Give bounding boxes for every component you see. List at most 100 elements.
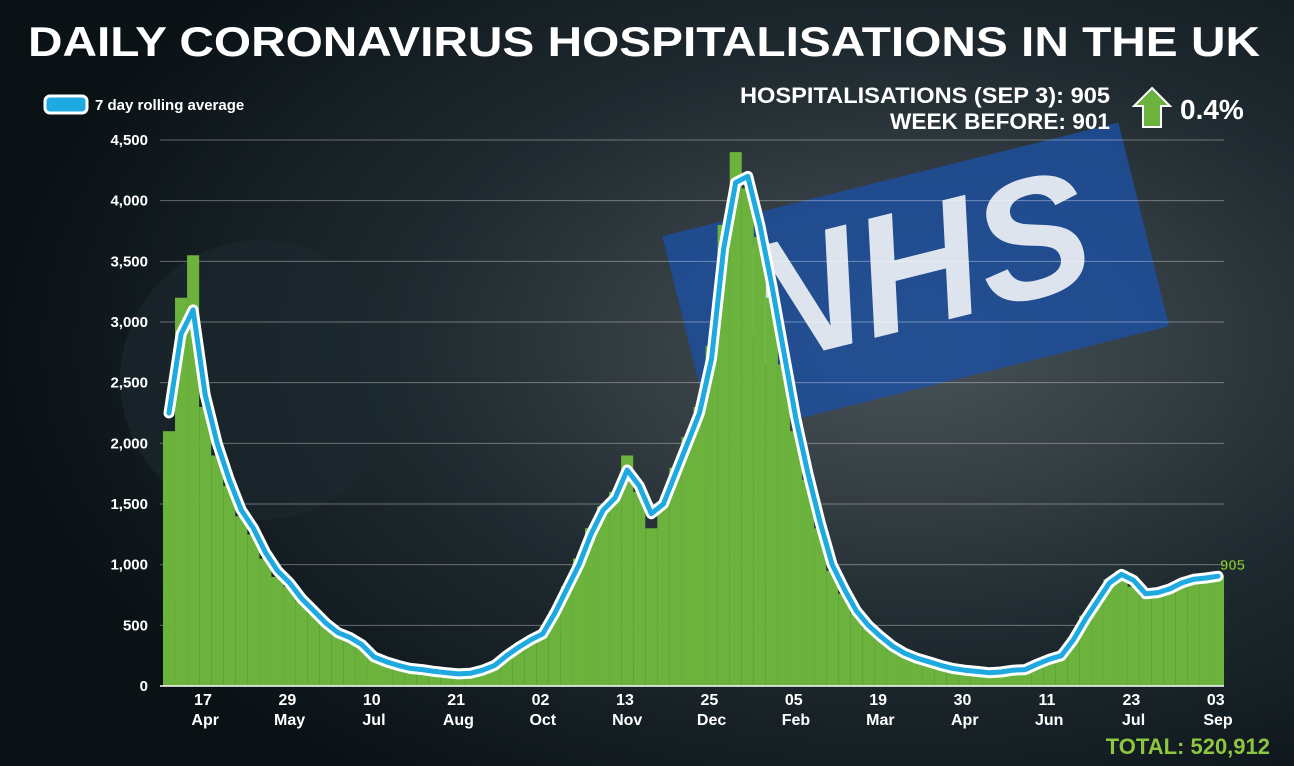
bar xyxy=(741,188,754,687)
x-tick-label: 03 Sep xyxy=(1203,692,1233,729)
end-label: 905 xyxy=(1220,557,1245,574)
up-arrow xyxy=(1131,86,1173,128)
x-tick-label-part: 10 xyxy=(363,692,385,709)
x-tick-label-part: Nov xyxy=(612,712,642,729)
bar xyxy=(162,431,176,686)
x-tick-label-part: 05 xyxy=(785,692,807,709)
bar xyxy=(1103,579,1116,686)
bar xyxy=(247,534,260,686)
bar xyxy=(753,237,766,687)
bar xyxy=(295,601,308,686)
bar xyxy=(850,613,863,686)
bar xyxy=(1199,576,1212,686)
x-tick-label-part: Aug xyxy=(443,712,474,729)
bar xyxy=(814,528,827,686)
legend-swatch xyxy=(43,94,89,115)
bar xyxy=(609,491,622,686)
x-tick-label-part: 02 xyxy=(532,692,554,709)
bar xyxy=(235,516,248,686)
bar xyxy=(621,455,634,686)
bar xyxy=(548,610,561,686)
x-tick-label-part: Sep xyxy=(1203,712,1233,729)
bar xyxy=(693,406,706,686)
bar xyxy=(765,297,778,686)
x-tick-label-part: 23 xyxy=(1122,692,1144,709)
x-tick-label-part: Apr xyxy=(191,712,219,729)
bar xyxy=(380,662,393,686)
bar xyxy=(1211,575,1225,686)
y-tick-label: 3,000 xyxy=(110,314,148,331)
bar xyxy=(838,593,851,686)
plot-area: 0 500 1,000 1,500 2,000 2,500 3,000 3,500 4,000 4… xyxy=(110,132,1245,729)
bar xyxy=(1115,570,1128,686)
bar xyxy=(645,528,658,686)
bar xyxy=(922,662,935,686)
stat-today: HOSPITALISATIONS (SEP 3): 905 xyxy=(740,83,1110,108)
line xyxy=(166,173,1221,677)
x-tick-label-part: 03 xyxy=(1207,692,1229,709)
bar xyxy=(910,659,923,686)
bar xyxy=(536,631,549,686)
bar xyxy=(271,576,284,686)
bar xyxy=(1151,591,1164,686)
y-tick-label: 2,000 xyxy=(110,435,148,452)
x-tick-label-part: Jun xyxy=(1035,712,1063,729)
bar xyxy=(717,224,730,686)
bar xyxy=(452,674,465,686)
bar xyxy=(524,637,537,686)
bar xyxy=(802,479,815,686)
bar xyxy=(572,558,585,686)
y-tick-label: 4,500 xyxy=(110,132,148,149)
bar xyxy=(705,346,718,686)
bar xyxy=(259,558,272,686)
x-tick-label: 13 Nov xyxy=(612,692,642,729)
x-tick-label: 30 Apr xyxy=(951,692,979,729)
bar xyxy=(1163,587,1176,686)
x-tick-label: 05 Feb xyxy=(782,692,811,729)
x-tick-label-part: Oct xyxy=(529,712,556,729)
x-tick-label: 02 Oct xyxy=(529,692,556,729)
bar xyxy=(343,639,356,686)
bar xyxy=(862,627,875,686)
bar xyxy=(874,637,887,686)
x-tick-label-part: Feb xyxy=(782,712,811,729)
bar xyxy=(669,467,682,686)
x-tick-label-part: Dec xyxy=(697,712,726,729)
bar xyxy=(777,364,790,686)
x-tick-label: 19 Mar xyxy=(866,692,894,729)
x-tick-label-part: 17 xyxy=(194,692,216,709)
bar xyxy=(283,586,296,686)
x-tick-label-part: Apr xyxy=(951,712,979,729)
legend-label: 7 day rolling average xyxy=(95,97,244,114)
y-tick-label: 1,000 xyxy=(110,557,148,574)
bar xyxy=(886,647,899,686)
x-tick-label-part: Jul xyxy=(362,712,385,729)
bar xyxy=(657,501,670,686)
x-tick-label-part: 13 xyxy=(616,692,638,709)
x-tick-label: 11 Jun xyxy=(1035,692,1063,729)
x-tick-label: 25 Dec xyxy=(697,692,726,729)
bar xyxy=(175,297,188,686)
x-tick-label-part: Mar xyxy=(866,712,894,729)
x-tick-label: 29 May xyxy=(274,692,305,729)
x-tick-label-part: 30 xyxy=(954,692,976,709)
stat-change: 0.4% xyxy=(1180,94,1244,125)
bar xyxy=(729,152,742,687)
y-tick-label: 3,500 xyxy=(110,253,148,270)
bar xyxy=(560,586,573,686)
total: TOTAL: 520,912 xyxy=(1106,734,1270,759)
y-tick-label: 4,000 xyxy=(110,193,148,210)
bar xyxy=(633,491,646,686)
x-tick-label-part: 25 xyxy=(700,692,722,709)
bar xyxy=(211,455,224,686)
x-tick-label-part: Jul xyxy=(1122,712,1145,729)
bar xyxy=(681,437,694,686)
bar xyxy=(898,654,911,686)
y-tick-label: 2,500 xyxy=(110,375,148,392)
bar xyxy=(331,633,344,686)
bar xyxy=(826,570,839,686)
bar xyxy=(1187,576,1200,686)
y-tick-label: 1,500 xyxy=(110,496,148,513)
x-tick-label: 21 Aug xyxy=(443,692,474,729)
